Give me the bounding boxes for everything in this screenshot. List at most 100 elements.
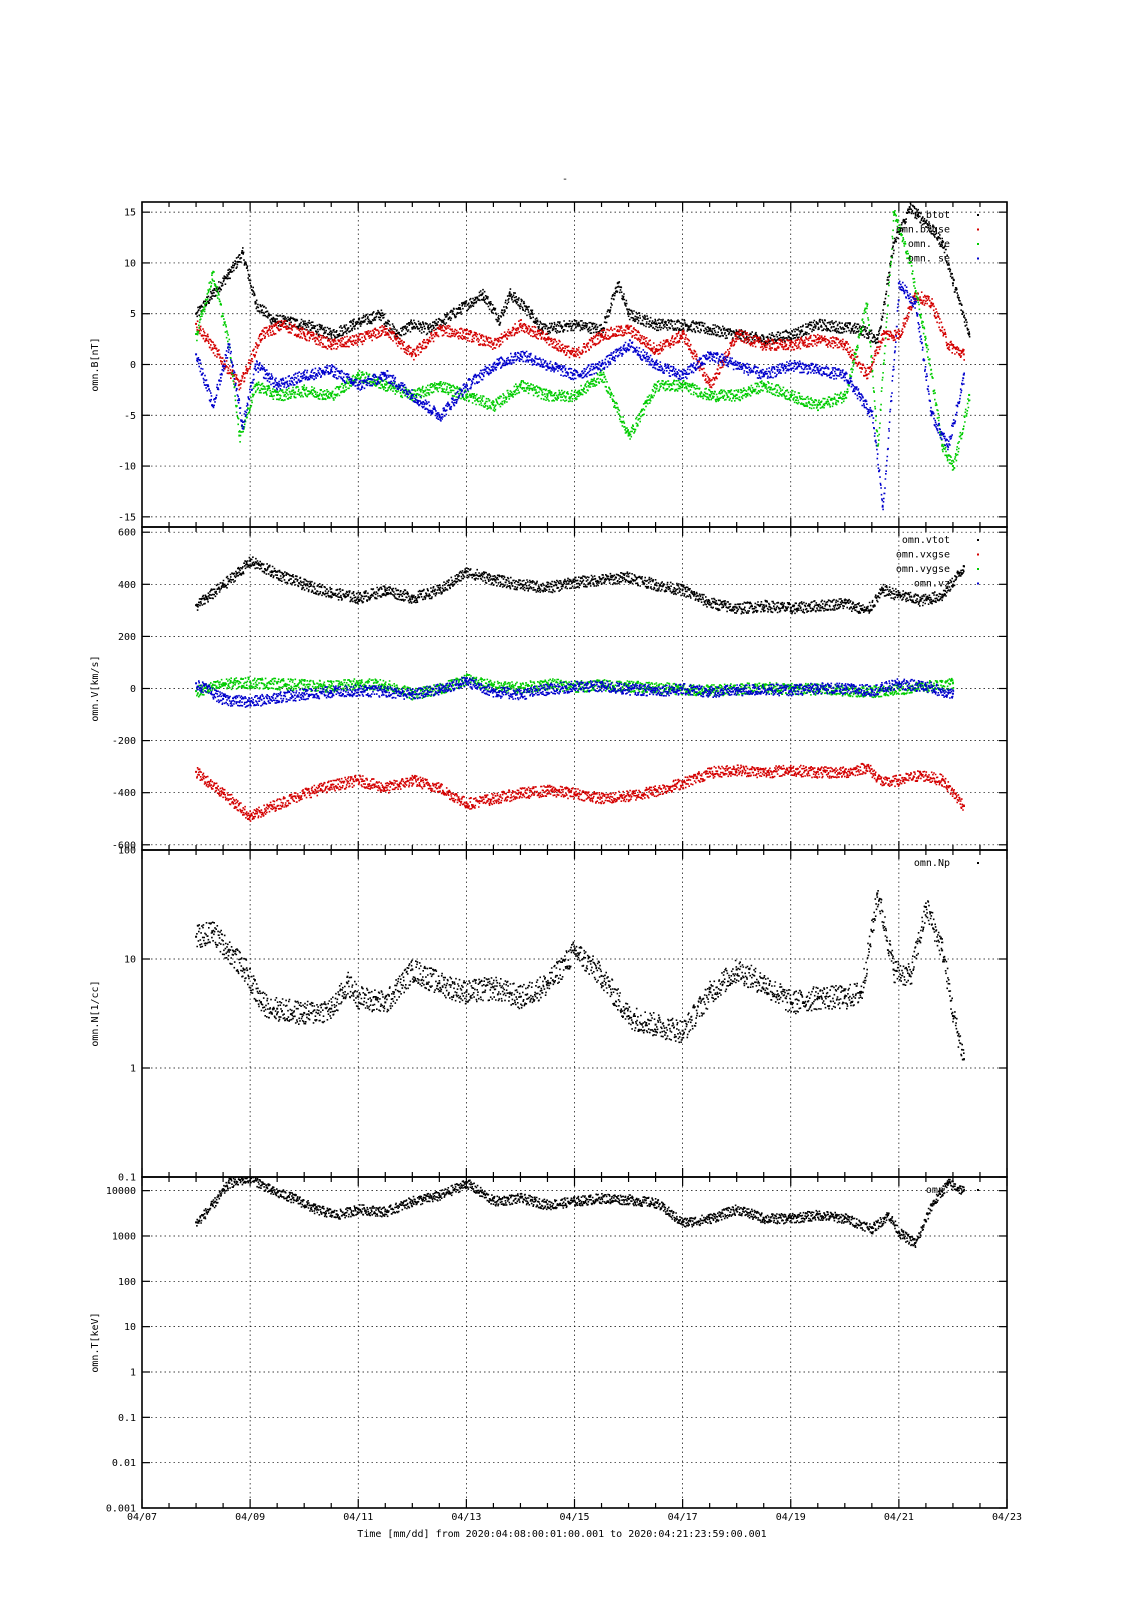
legend: omn.vtot omn.vxgse omn.vygse omn.vz: [896, 535, 979, 590]
data-point: [762, 604, 765, 607]
legend-label: omn.Np: [914, 858, 950, 869]
data-point: [211, 930, 214, 933]
data-point: [892, 241, 895, 244]
data-point: [465, 333, 468, 336]
panel-2: -600 -400 -200 0 200 400 600 omn.V[km/s] omn.vto…: [90, 526, 1008, 851]
data-point: [892, 211, 895, 214]
data-point: [211, 1203, 214, 1206]
panel-1: -15 -10 -5 0 5 10 15 omn.B[nT] n.btot omn.bxgse om…: [90, 201, 1008, 528]
series-scatter: [196, 202, 971, 347]
y-tick-label: 100: [118, 1277, 136, 1288]
data-point: [681, 322, 684, 325]
data-point: [216, 353, 219, 356]
data-point: [892, 968, 895, 971]
y-tick-label: 1: [130, 1367, 136, 1378]
data-point: [497, 317, 500, 320]
data-point: [930, 302, 933, 305]
data-point: [881, 505, 884, 508]
data-point: [303, 583, 306, 586]
data-point: [427, 327, 430, 330]
y-tick-label: 0: [130, 360, 136, 371]
data-point: [227, 343, 230, 346]
data-point: [816, 995, 819, 998]
data-point: [249, 815, 252, 818]
data-point: [465, 679, 468, 682]
data-point: [897, 333, 900, 336]
data-point: [708, 990, 711, 993]
data-point: [708, 601, 711, 604]
chart-panels: -15-10-5051015omn.B[nT]n.btotomn.bxgseom…: [90, 201, 1008, 1515]
legend-marker: [977, 214, 979, 216]
data-point: [816, 687, 819, 690]
data-point: [789, 768, 792, 771]
data-point: [546, 363, 549, 366]
data-point: [303, 333, 306, 336]
data-point: [654, 1023, 657, 1026]
y-tick-label: 0.001: [106, 1504, 136, 1515]
data-point: [735, 1207, 738, 1210]
data-point: [303, 1011, 306, 1014]
y-tick-label: 200: [118, 632, 136, 643]
data-point: [654, 363, 657, 366]
data-point: [438, 687, 441, 690]
series-omn.vzgse: [195, 676, 955, 708]
data-point: [962, 1189, 965, 1192]
y-tick-label: 0.1: [118, 1173, 136, 1184]
data-point: [865, 302, 868, 305]
legend-label: omn.: [926, 1185, 950, 1196]
legend-marker: [977, 243, 979, 245]
data-point: [303, 373, 306, 376]
series-omn.bxgse: [195, 291, 966, 391]
series-omn.vtot: [195, 556, 966, 615]
data-point: [951, 282, 954, 285]
data-point: [243, 968, 246, 971]
data-point: [546, 687, 549, 690]
data-point: [789, 1216, 792, 1219]
data-point: [346, 982, 349, 985]
data-point: [951, 692, 954, 695]
x-tick-label: 04/17: [668, 1512, 698, 1523]
legend-label: omn. se: [908, 254, 950, 265]
series-omn.vxgse: [195, 762, 966, 822]
data-point: [735, 688, 738, 691]
legend-marker: [977, 553, 979, 556]
y-tick-label: -10: [118, 462, 136, 473]
data-point: [195, 604, 198, 607]
data-point: [924, 343, 927, 346]
x-tick-label: 04/07: [127, 1512, 157, 1523]
data-point: [195, 690, 198, 693]
series-scatter: [196, 1177, 965, 1248]
data-point: [330, 343, 333, 346]
legend-label: omn.vygse: [896, 564, 950, 575]
data-point: [843, 995, 846, 998]
data-point: [816, 770, 819, 773]
legend: n.btot omn.bxgse omn. se omn. se: [896, 210, 979, 265]
data-point: [330, 690, 333, 693]
data-point: [789, 333, 792, 336]
series-omn.T: [195, 1177, 965, 1248]
y-axis-label: omn.T[keV]: [90, 1312, 101, 1372]
data-point: [962, 353, 965, 356]
data-point: [330, 333, 333, 336]
data-point: [276, 1007, 279, 1010]
data-point: [914, 292, 917, 295]
data-point: [600, 684, 603, 687]
data-point: [573, 1199, 576, 1202]
data-point: [816, 686, 819, 689]
y-axis-label: omn.N[1/cc]: [90, 980, 101, 1046]
data-point: [843, 687, 846, 690]
data-point: [384, 588, 387, 591]
data-point: [627, 327, 630, 330]
data-point: [384, 1001, 387, 1004]
data-point: [249, 559, 252, 562]
data-point: [816, 338, 819, 341]
data-point: [627, 575, 630, 578]
data-point: [222, 791, 225, 794]
data-point: [789, 343, 792, 346]
x-tick-label: 04/09: [235, 1512, 265, 1523]
y-tick-label: 0.1: [118, 1413, 136, 1424]
data-point: [384, 327, 387, 330]
y-axis-label: omn.B[nT]: [90, 337, 101, 391]
